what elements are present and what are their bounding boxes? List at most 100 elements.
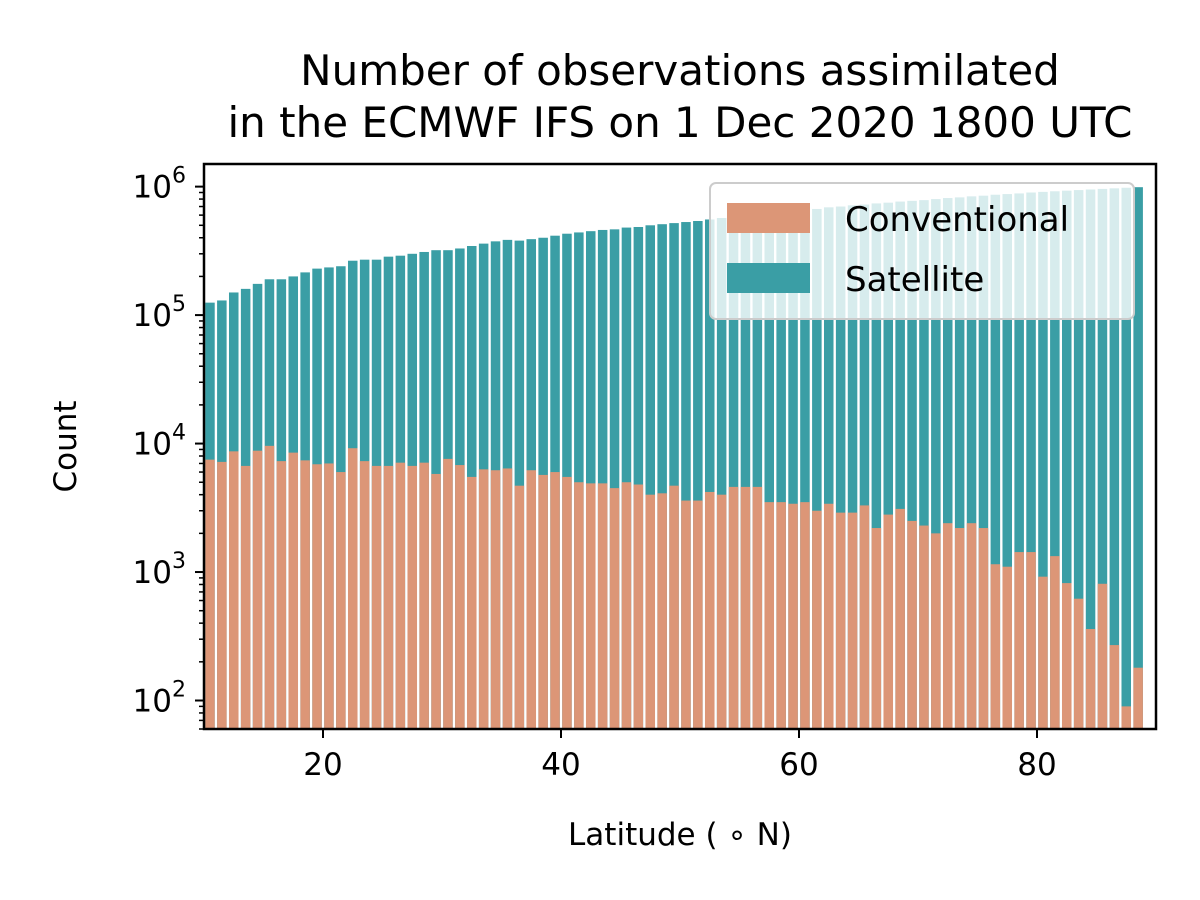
- satellite-bar: [1085, 189, 1096, 729]
- conventional-bar: [478, 469, 489, 729]
- conventional-bar: [228, 451, 239, 729]
- conventional-bar: [693, 500, 703, 729]
- conventional-bar: [312, 464, 322, 729]
- conventional-bar: [1085, 629, 1096, 729]
- conventional-bar: [526, 470, 537, 729]
- conventional-bar: [669, 485, 679, 729]
- conventional-bar: [942, 523, 953, 729]
- satellite-bar: [1121, 187, 1132, 729]
- conventional-bar: [1014, 552, 1024, 729]
- y-tick-label: 102: [133, 677, 186, 719]
- conventional-bar: [812, 510, 822, 729]
- conventional-bar: [419, 462, 429, 729]
- conventional-bar: [681, 500, 691, 729]
- y-tick-label: 106: [133, 164, 186, 206]
- y-tick-label: 105: [133, 292, 186, 334]
- conventional-bar: [883, 514, 894, 729]
- satellite-bar: [764, 212, 775, 729]
- conventional-bar: [240, 465, 251, 729]
- x-axis-ticks: 20 40 60 80: [303, 729, 1057, 783]
- satellite-bar: [1061, 190, 1072, 729]
- conventional-bar: [1002, 566, 1013, 729]
- conventional-bar: [847, 512, 858, 729]
- conventional-bar: [859, 505, 870, 729]
- legend: Conventional Satellite: [709, 182, 1135, 320]
- satellite-bar: [966, 196, 977, 729]
- plot-area: [205, 187, 1143, 729]
- conventional-bar: [538, 474, 548, 729]
- satellite-bar: [776, 211, 786, 729]
- y-axis-ticks: 102 103 104 105 106: [133, 164, 204, 730]
- satellite-bar: [907, 200, 917, 729]
- satellite-bar: [788, 210, 798, 729]
- satellite-bar: [823, 207, 834, 729]
- conventional-bar: [502, 468, 513, 729]
- satellite-bar: [585, 231, 596, 729]
- conventional-bar: [347, 448, 358, 729]
- satellite-bar: [859, 204, 870, 729]
- conventional-bar: [383, 465, 394, 729]
- chart-title-line: in the ECMWF IFS on 1 Dec 2020 1800 UTC: [228, 98, 1133, 147]
- conventional-bar: [716, 494, 727, 729]
- conventional-bar: [990, 564, 1001, 729]
- conventional-bar: [657, 493, 667, 729]
- satellite-bar: [871, 203, 882, 729]
- satellite-bar: [847, 205, 858, 729]
- conventional-bar: [800, 502, 810, 729]
- satellite-bar: [1050, 191, 1060, 729]
- conventional-bar: [728, 486, 739, 729]
- chart-title: Number of observations assimilated in the…: [228, 46, 1133, 147]
- conventional-bar: [455, 465, 465, 729]
- conventional-bar: [776, 502, 786, 729]
- satellite-bar: [621, 227, 632, 729]
- legend-swatch: [727, 203, 810, 233]
- y-axis-label: Count: [48, 400, 84, 492]
- satellite-bar: [1002, 194, 1013, 729]
- conventional-bar: [931, 533, 941, 729]
- conventional-bar: [1038, 576, 1048, 729]
- x-tick-label: 40: [541, 747, 580, 783]
- conventional-bar: [609, 488, 620, 729]
- conventional-bar: [740, 486, 751, 729]
- satellite-bar: [835, 206, 846, 729]
- y-tick-label: 104: [133, 421, 186, 463]
- satellite-bar: [942, 198, 953, 729]
- conventional-bar: [895, 508, 905, 729]
- conventional-bar: [288, 452, 299, 729]
- conventional-bar: [871, 528, 882, 729]
- conventional-bar: [1133, 667, 1143, 729]
- conventional-bar: [466, 476, 477, 729]
- conventional-bar: [788, 503, 798, 729]
- conventional-bar: [919, 525, 929, 729]
- conventional-bar: [359, 461, 370, 729]
- conventional-bar: [633, 484, 644, 729]
- satellite-bar: [669, 223, 679, 729]
- chart-title-line: Number of observations assimilated: [300, 46, 1060, 95]
- conventional-bar: [597, 483, 608, 729]
- satellite-bar: [1073, 190, 1084, 729]
- satellite-bar: [1097, 188, 1108, 729]
- conventional-bar: [585, 483, 596, 729]
- legend-label: Satellite: [845, 260, 984, 300]
- satellite-bar: [978, 195, 989, 729]
- plot-frame: [202, 162, 1158, 731]
- conventional-bar: [907, 520, 917, 729]
- conventional-bar: [645, 494, 656, 729]
- legend-box: [709, 182, 1135, 320]
- satellite-bar: [1038, 191, 1048, 729]
- conventional-bar: [252, 450, 263, 729]
- satellite-bar: [1133, 187, 1143, 729]
- satellite-bar: [645, 225, 656, 729]
- conventional-bars: [205, 445, 1143, 729]
- x-axis-label: Latitude ( ∘ N): [568, 817, 792, 853]
- satellite-bar: [633, 226, 644, 729]
- satellite-bar: [514, 240, 525, 729]
- satellite-bar: [716, 217, 727, 729]
- conventional-bar: [1026, 552, 1036, 729]
- satellite-bar: [740, 215, 751, 729]
- conventional-bar: [371, 465, 382, 729]
- satellite-bar: [1026, 192, 1036, 729]
- conventional-bar: [1061, 583, 1072, 729]
- satellite-bar: [693, 221, 703, 729]
